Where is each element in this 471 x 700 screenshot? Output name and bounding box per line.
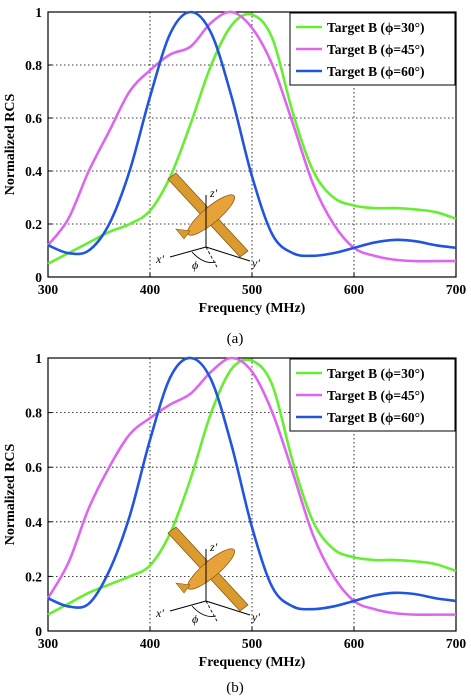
inset-angle-arc bbox=[191, 251, 217, 263]
series-line-1 bbox=[46, 10, 456, 263]
series-line-0 bbox=[47, 358, 457, 616]
x-tick-label: 400 bbox=[140, 636, 161, 651]
series-line-0 bbox=[47, 12, 457, 265]
y-tick-label: 0.4 bbox=[25, 164, 42, 179]
y-tick-label: 0.2 bbox=[25, 217, 42, 232]
y-axis-label: Normalized RCS bbox=[3, 94, 18, 196]
y-tick-label: 1 bbox=[35, 5, 42, 20]
tail-shape bbox=[175, 582, 191, 594]
x-axis-label: Frequency (MHz) bbox=[199, 301, 306, 316]
inset-incidence-line bbox=[205, 600, 219, 624]
legend-label: Target B (ϕ=30°) bbox=[327, 20, 425, 35]
y-tick-label: 1 bbox=[35, 351, 42, 366]
inset-y-label: y' bbox=[251, 610, 260, 624]
y-tick-label: 0.8 bbox=[25, 58, 42, 73]
legend: Target B (ϕ=30°) Target B (ϕ=45°) Target B… bbox=[289, 358, 456, 432]
series-line-1 bbox=[46, 356, 456, 617]
aircraft-inset: z' x' y' ϕ bbox=[155, 526, 260, 626]
inset-y-axis bbox=[205, 600, 251, 616]
inset-angle-label: ϕ bbox=[192, 258, 198, 272]
x-tick-label: 600 bbox=[344, 282, 365, 297]
legend-label: Target B (ϕ=30°) bbox=[327, 366, 425, 381]
y-tick-label: 0.6 bbox=[25, 111, 42, 126]
tick-labels: 300 400 500 600 700 0 0.2 0.4 0.6 0.8 1 bbox=[25, 5, 466, 297]
inset-z-label: z' bbox=[209, 186, 218, 200]
tail-shape bbox=[175, 228, 191, 240]
caption: (a) bbox=[227, 331, 244, 347]
inset-z-label: z' bbox=[209, 540, 218, 554]
inset-y-label: y' bbox=[251, 256, 260, 270]
aircraft-inset: z' x' y' ϕ bbox=[155, 172, 260, 272]
y-tick-label: 0.8 bbox=[25, 406, 42, 421]
series-line-2 bbox=[47, 10, 457, 258]
series-line-2 bbox=[47, 356, 457, 611]
legend: Target B (ϕ=30°) Target B (ϕ=45°) Target B… bbox=[289, 12, 456, 86]
inset-x-label: x' bbox=[155, 606, 164, 620]
series-lines bbox=[46, 10, 457, 265]
x-tick-label: 300 bbox=[38, 636, 59, 651]
y-tick-label: 0 bbox=[35, 624, 42, 639]
inset-x-label: x' bbox=[155, 252, 164, 266]
x-tick-label: 400 bbox=[140, 282, 161, 297]
chart-panel-a: z' x' y' ϕ 300 400 500 600 700 0 0.2 0.4 0.6 0.8 1 Fr… bbox=[3, 5, 466, 347]
x-tick-label: 300 bbox=[38, 282, 59, 297]
series-lines bbox=[46, 356, 457, 617]
inset-incidence-line bbox=[205, 246, 219, 270]
y-tick-label: 0 bbox=[35, 270, 42, 285]
x-axis-label: Frequency (MHz) bbox=[199, 655, 306, 670]
x-tick-label: 600 bbox=[344, 636, 365, 651]
inset-x-axis bbox=[169, 246, 207, 258]
inset-x-axis bbox=[169, 600, 207, 612]
grid-lines bbox=[48, 358, 456, 631]
y-tick-label: 0.4 bbox=[25, 515, 42, 530]
inset-y-axis bbox=[205, 246, 251, 262]
legend-label: Target B (ϕ=45°) bbox=[327, 42, 425, 57]
inset-angle-arc bbox=[191, 605, 217, 617]
x-tick-label: 700 bbox=[446, 636, 467, 651]
x-tick-label: 500 bbox=[242, 282, 263, 297]
inset-angle-label: ϕ bbox=[192, 612, 198, 626]
chart-panel-b: z' x' y' ϕ 300 400 500 600 700 0 0.2 0.4 0.6 0.8 1 Fr… bbox=[3, 351, 466, 696]
tick-labels: 300 400 500 600 700 0 0.2 0.4 0.6 0.8 1 bbox=[25, 351, 466, 651]
y-tick-label: 0.2 bbox=[25, 569, 42, 584]
legend-label: Target B (ϕ=45°) bbox=[327, 388, 425, 403]
y-tick-label: 0.6 bbox=[25, 460, 42, 475]
legend-label: Target B (ϕ=60°) bbox=[327, 64, 425, 79]
y-axis-label: Normalized RCS bbox=[3, 444, 18, 546]
caption: (b) bbox=[226, 680, 244, 696]
x-tick-label: 500 bbox=[242, 636, 263, 651]
legend-label: Target B (ϕ=60°) bbox=[327, 410, 425, 425]
x-tick-label: 700 bbox=[446, 282, 467, 297]
